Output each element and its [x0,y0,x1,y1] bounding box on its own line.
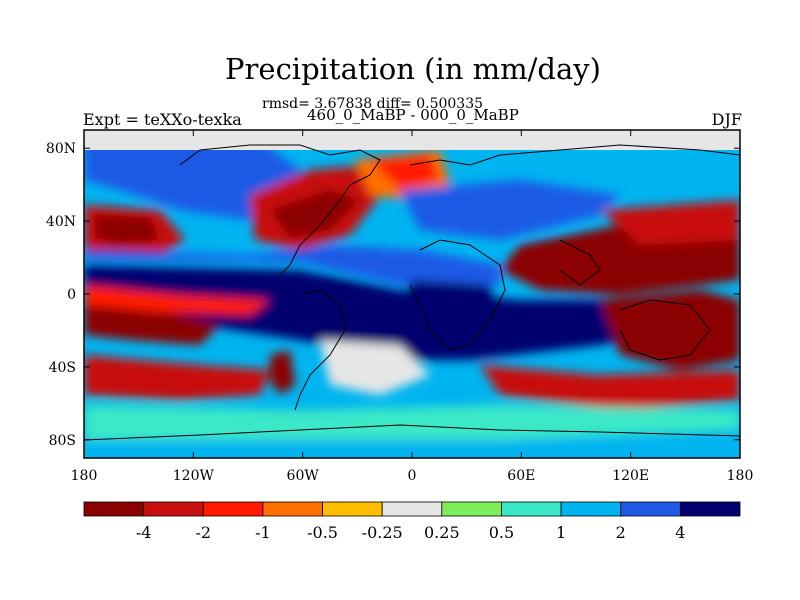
colorbar-label: 1 [556,523,566,542]
lat-label: 40N [46,214,76,230]
lon-label: 120W [173,468,215,484]
colorbar-swatch [501,501,562,517]
south-atlantic-grey [320,340,430,395]
lon-label: 60W [287,468,320,484]
antarctic-light-blue [84,440,740,458]
colorbar-label: 4 [675,523,685,542]
colorbar-swatch [322,501,383,517]
eurasia-blue [400,180,620,240]
colorbar-swatch [620,501,681,517]
lon-label: 60E [507,468,535,484]
latitude-axis: 80N 40N 0 40S 80S [46,141,740,449]
south-pacific-red [84,285,270,315]
lat-label: 80S [49,433,76,449]
north-atlantic-red [370,155,440,190]
precipitation-field [84,130,740,458]
lon-label: 0 [408,468,417,484]
lon-label: 120E [612,468,649,484]
colorbar-swatch [441,501,502,517]
colorbar-label: 2 [616,523,626,542]
season-label: DJF [711,110,742,129]
lat-label: 40S [49,360,76,376]
colorbar-label: -0.5 [307,523,338,542]
north-america-core [270,190,360,238]
colorbar-label: 0.25 [424,523,460,542]
colorbar-label: -1 [255,523,271,542]
south-pacific-dark-red [84,300,220,345]
colorbar: -4 -2 -1 -0.5 -0.25 0.25 0.5 1 2 4 [83,501,741,542]
tropical-band-blue [84,245,500,285]
colorbar-swatch [83,501,145,517]
experiment-label: Expt = teXXo-texka [83,110,242,129]
colorbar-swatch [262,501,323,517]
colorbar-swatch [560,501,622,517]
colorbar-label: -4 [136,523,152,542]
colorbar-swatch [202,501,264,517]
longitude-axis: 180 120W 60W 0 60E 120E 180 [71,130,754,484]
chart-title: Precipitation (in mm/day) [225,52,601,86]
coastlines [84,144,740,441]
colorbar-label: 0.5 [489,523,514,542]
colorbar-swatch [381,501,443,517]
lat-label: 80N [46,141,76,157]
australia-dark-red [600,290,740,370]
colorbar-label: -2 [195,523,211,542]
stats-subtitle: rmsd= 3.67838 diff= 0.500335 [262,96,484,112]
lon-label: 180 [71,468,98,484]
lon-label: 180 [727,468,754,484]
south-america-dark-red [270,350,295,395]
southern-indian-red [480,365,740,410]
southern-mid-lat-red [84,355,270,400]
lat-label: 0 [67,287,76,303]
asia-red-band [600,200,740,245]
colorbar-swatch [143,501,204,517]
colorbar-swatch [679,501,741,517]
colorbar-label: -0.25 [362,523,403,542]
period-subtitle: 460_0_MaBP - 000_0_MaBP [307,106,519,124]
nw-pacific-core [95,215,160,245]
